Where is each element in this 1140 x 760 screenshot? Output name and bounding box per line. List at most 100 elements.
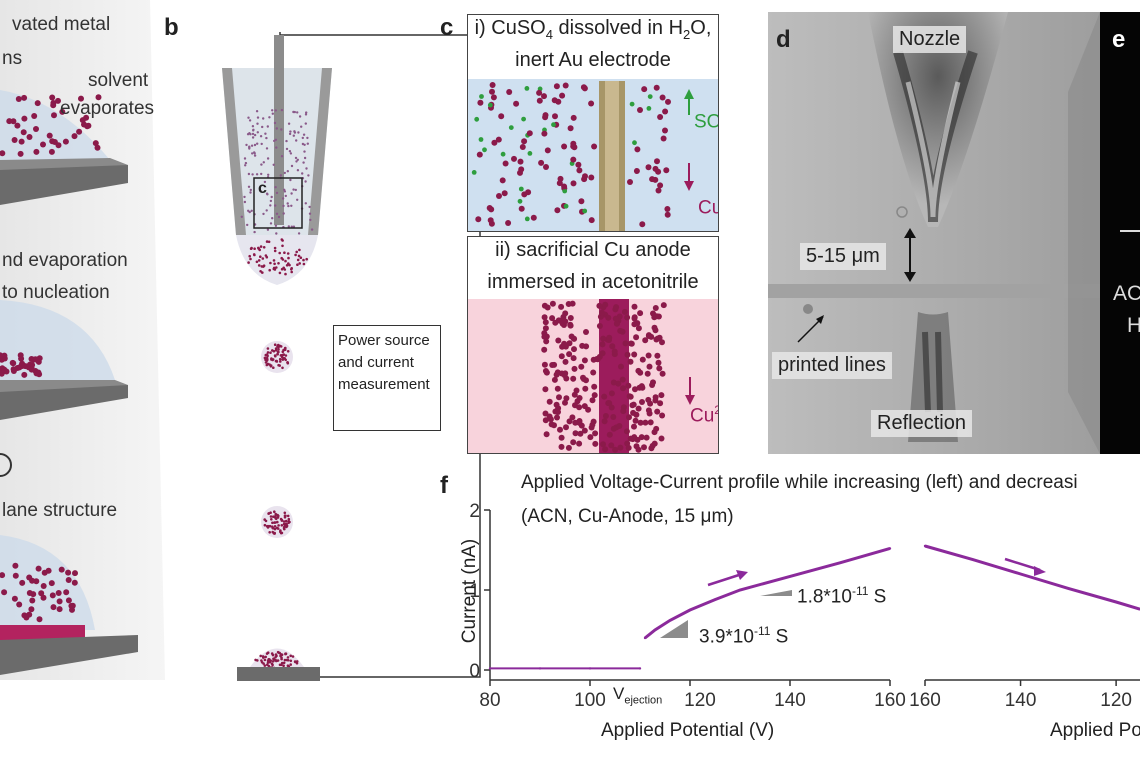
ink-particle: [244, 161, 248, 165]
ink-particle: [275, 232, 278, 235]
droplet-particle: [298, 262, 301, 265]
ion-particle: [35, 369, 42, 376]
droplet-particle: [274, 512, 277, 516]
ink-particle: [277, 215, 281, 219]
panel-c-bottom: ii) sacrificial Cu anode immersed in ace…: [467, 236, 719, 454]
ink-particle: [296, 158, 299, 161]
ion-particle: [21, 94, 28, 101]
droplet-particle: [273, 249, 277, 253]
ion-particle: [58, 566, 65, 573]
ion-particle: [526, 130, 533, 137]
increase-arrow-shaft: [707, 572, 743, 587]
ion-particle: [596, 323, 603, 329]
ion-particle: [662, 108, 669, 115]
ion-particle: [542, 325, 549, 332]
panel-a: vated metal ns solvent evaporates nd eva…: [0, 0, 165, 680]
h2o-sub: 2: [683, 27, 691, 42]
ion-particle: [562, 82, 569, 89]
droplet-particle: [272, 259, 276, 262]
droplet-particle: [260, 659, 263, 662]
ion-particle: [567, 321, 574, 328]
ion-particle: [506, 89, 513, 95]
x-tick-label: 120: [1100, 690, 1132, 711]
ion-particle: [587, 434, 594, 441]
droplet-particle: [281, 258, 285, 261]
reflection-label: Reflection: [871, 410, 972, 437]
droplet-particle: [285, 658, 288, 662]
ink-particle: [296, 111, 299, 114]
droplet-particle: [294, 253, 297, 257]
data-point: [538, 667, 542, 670]
ion-particle: [629, 436, 636, 443]
ion-particle: [40, 583, 47, 589]
droplet-particle: [264, 519, 268, 523]
ion-particle: [664, 206, 671, 212]
ion-particle: [650, 379, 656, 386]
droplet-particle: [273, 343, 277, 347]
ink-particle: [248, 147, 251, 150]
droplet-particle: [247, 261, 250, 264]
ink-particle: [290, 204, 293, 207]
ion-particle: [600, 441, 606, 448]
ion-particle: [645, 352, 652, 359]
ion-particle: [657, 114, 664, 120]
ion-particle: [566, 340, 573, 347]
slope-label-2: 3.9*10-11 S: [699, 624, 788, 648]
ion-particle: [641, 86, 648, 93]
panel-d-micrograph: [768, 12, 1100, 454]
ion-particle: [646, 106, 652, 111]
ion-particle: [544, 147, 551, 154]
copper-main-top: Cu: [698, 197, 718, 219]
ink-particle: [266, 228, 270, 231]
ink-particle: [271, 109, 274, 112]
ink-particle: [282, 204, 285, 208]
printed-lines-label: printed lines: [772, 352, 892, 379]
droplet-particle: [284, 272, 287, 276]
droplet-particle: [271, 660, 275, 663]
droplet-particle: [279, 529, 282, 532]
ion-particle: [519, 144, 526, 150]
ion-particle: [524, 216, 530, 222]
ion-particle: [542, 319, 549, 326]
ion-particle: [554, 385, 561, 392]
droplet-particle: [265, 524, 269, 528]
v-ejection-sub: ejection: [624, 694, 663, 707]
droplet-particle: [269, 515, 273, 518]
ion-particle: [542, 114, 549, 121]
droplet-particle: [287, 521, 290, 525]
ion-particle: [582, 385, 589, 392]
ion-particle: [26, 590, 33, 596]
decrease-arrow-head: [1034, 566, 1046, 576]
ion-particle: [571, 391, 578, 398]
ion-particle: [35, 565, 42, 572]
ink-particle: [249, 191, 252, 194]
ion-particle: [630, 409, 637, 416]
ion-particle: [624, 351, 631, 358]
droplet-particle: [266, 663, 269, 666]
ink-particle: [305, 167, 308, 170]
ink-particle: [255, 110, 259, 113]
ion-particle: [543, 164, 549, 170]
droplet-particle: [275, 359, 278, 363]
ion-particle: [541, 314, 548, 321]
ion-particle: [658, 435, 665, 442]
ion-particle: [653, 336, 660, 343]
ink-particle: [265, 192, 269, 195]
ion-particle: [562, 318, 569, 325]
ion-particle: [570, 180, 577, 187]
ink-particle: [274, 204, 277, 207]
ink-particle: [266, 125, 269, 128]
ink-particle: [310, 228, 314, 231]
droplet-particle: [249, 257, 252, 261]
ion-particle: [11, 137, 18, 143]
ion-particle: [0, 356, 5, 363]
ink-particle: [303, 156, 307, 160]
ink-particle: [275, 127, 278, 130]
ion-particle: [558, 353, 565, 360]
ion-particle: [518, 205, 525, 212]
ion-particle: [495, 136, 502, 143]
ink-particle: [302, 133, 306, 136]
panel-a-text-3: nd evaporation: [2, 250, 128, 271]
droplet-particle: [287, 256, 290, 260]
droplet-particle: [282, 661, 286, 665]
